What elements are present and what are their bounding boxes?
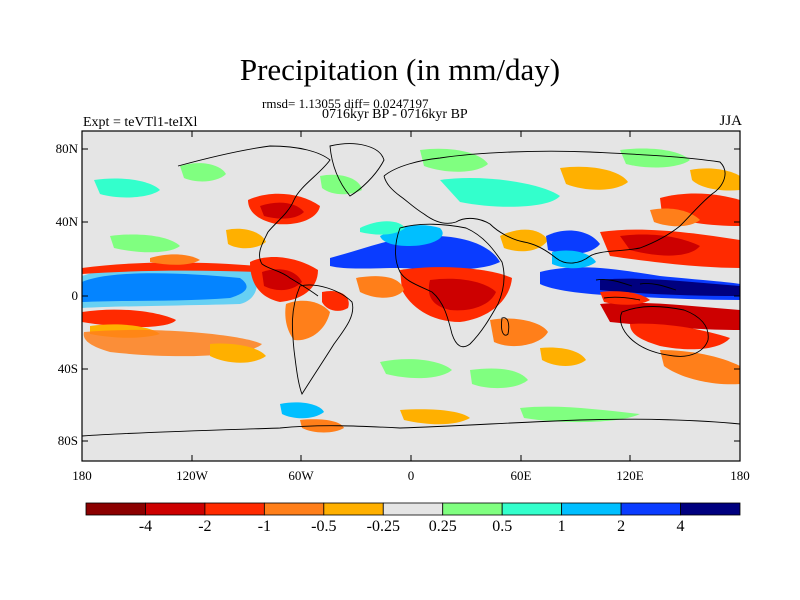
anomaly-region-atlantic-blue [330,235,500,270]
colorbar-label: 0.25 [428,518,457,535]
colorbar-box [263,502,325,516]
coastlines [81,143,741,437]
coastline-africa [395,223,505,348]
coastline-antarctica [81,418,741,437]
colorbar-label: -2 [198,518,212,535]
coastline-greenland [329,143,385,197]
coastline-eurasia [383,150,726,264]
experiment-label: Expt = teVTl1-teIXl [83,115,198,130]
lon-label-120e: 120E [616,468,644,483]
colorbar-box [442,502,503,516]
anomaly-region-pacific-red-north [82,262,258,274]
colorbar-label: -1 [257,518,272,535]
colorbar-box [561,502,622,516]
colorbar-label: -4 [138,518,153,535]
colorbar [85,502,741,516]
season-label: JJA [719,113,742,129]
colorbar-label: 4 [676,518,685,535]
lon-label-60w: 60W [288,468,314,483]
stats-line: rmsd= 1.13055 diff= 0.0247197 [262,96,429,111]
coastline-south-america [291,284,354,395]
colorbar-label: 2 [617,518,626,535]
coastline-madagascar [501,317,510,336]
lon-label-120w: 120W [176,468,208,483]
coastline-north-america [177,145,331,297]
lat-label-80s: 80S [57,433,78,448]
period-line: 0716kyr BP - 0716kyr BP [322,107,468,122]
colorbar-box [204,502,265,516]
anomaly-field [82,148,740,433]
colorbar-box [620,502,681,516]
colorbar-label: -0.25 [366,518,400,535]
colorbar-label: 0.5 [492,518,513,535]
lat-label-40s: 40S [57,361,78,376]
colorbar-box [501,502,563,516]
colorbar-box [145,502,206,516]
lat-ticks [82,148,740,442]
colorbar-box [323,502,384,516]
lon-ticks [81,131,741,461]
lon-label-60e: 60E [510,468,532,483]
colorbar-box [382,502,444,516]
coastline-indonesia [595,279,677,301]
colorbar-box [680,502,741,516]
lon-label-0: 0 [407,468,415,483]
coastline-australia [619,306,709,357]
lat-label-0: 0 [71,288,79,303]
colorbar-label: 1 [557,518,566,535]
chart-title: Precipitation (in mm/day) [239,52,561,87]
lat-label-40n: 40N [55,214,78,229]
colorbar-label: -0.5 [311,518,337,535]
anomaly-region-npacific-green [180,163,226,182]
lat-label-80n: 80N [55,141,78,156]
lon-label-180w: 180 [72,468,92,483]
colorbar-box [85,502,146,516]
lon-label-180e: 180 [730,468,750,483]
